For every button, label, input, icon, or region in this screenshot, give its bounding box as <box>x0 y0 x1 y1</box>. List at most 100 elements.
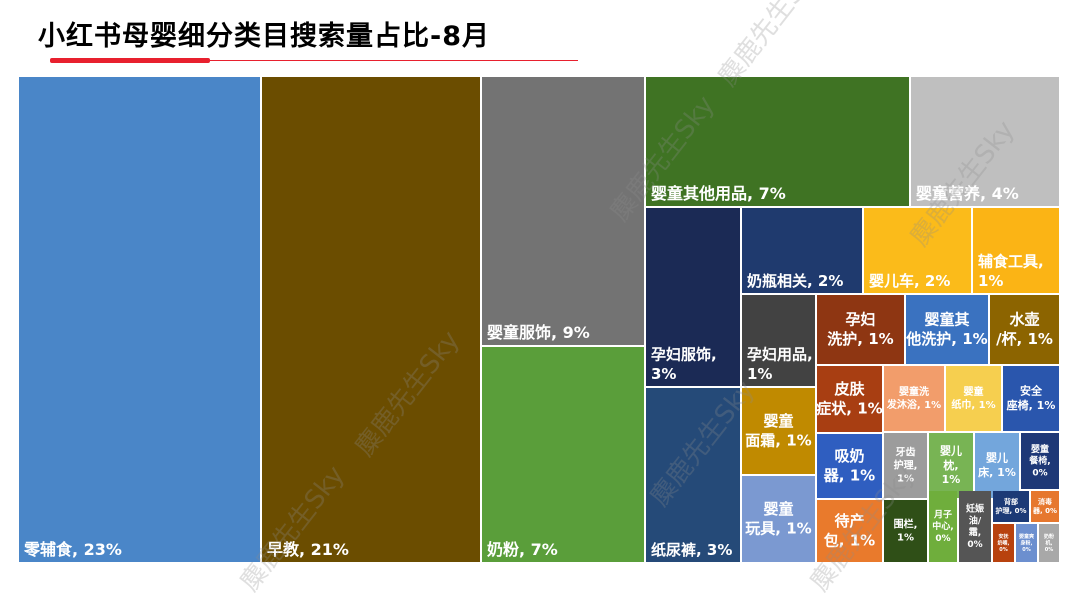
treemap-rect <box>975 433 1019 498</box>
treemap-label: 孕妇服饰, 3% <box>651 346 717 384</box>
treemap-cell-31: 消毒器, 0% <box>1031 491 1059 522</box>
treemap-rect <box>864 208 971 293</box>
treemap-rect <box>946 366 1001 431</box>
treemap-cell-14: 水壶/杯, 1% <box>990 295 1059 364</box>
treemap-rect <box>1039 524 1059 562</box>
treemap-rect <box>1003 366 1059 431</box>
treemap-rect <box>993 491 1029 522</box>
treemap-rect <box>646 208 740 386</box>
treemap-label: 婴童餐椅, 0% <box>1028 443 1050 478</box>
treemap-rect <box>884 500 927 562</box>
treemap-rect <box>1031 491 1059 522</box>
treemap-rect <box>817 500 882 562</box>
treemap-label: 皮肤症状, 1% <box>816 380 882 418</box>
treemap-label: 孕妇用品, 1% <box>747 346 813 384</box>
treemap-cell-28: 月子中心, 0% <box>929 491 957 562</box>
treemap-rect <box>973 208 1059 293</box>
treemap-label: 零辅食, 23% <box>23 540 122 559</box>
treemap-cell-5: 婴童营养, 4% <box>911 77 1059 206</box>
treemap-cell-29: 妊娠油/霜, 0% <box>959 491 991 562</box>
treemap-label: 婴童洗发沐浴, 1% <box>886 385 941 411</box>
treemap-label: 水壶/杯, 1% <box>996 310 1053 348</box>
title-underline <box>210 60 578 61</box>
treemap-label: 奶粉机, 0% <box>1044 533 1055 553</box>
treemap-label: 婴童面霜, 1% <box>745 412 811 450</box>
treemap-label: 待产包, 1% <box>824 512 875 550</box>
treemap-rect <box>1021 433 1059 489</box>
treemap-label: 消毒器, 0% <box>1032 497 1057 515</box>
treemap-cell-23: 牙齿护理, 1% <box>884 433 927 498</box>
treemap-cell-1: 早教, 21% <box>262 77 480 562</box>
treemap-rect <box>884 433 927 498</box>
treemap-label: 婴童纸巾, 1% <box>951 385 995 411</box>
treemap-label: 辅食工具, 1% <box>978 253 1044 291</box>
treemap-rect <box>817 366 882 432</box>
treemap-rect <box>262 77 480 562</box>
treemap-label: 围栏, 1% <box>894 518 918 544</box>
treemap-cell-15: 婴童面霜, 1% <box>742 388 815 474</box>
treemap-rect <box>742 476 815 562</box>
treemap-rect <box>19 77 260 562</box>
treemap-label: 婴童其他用品, 7% <box>651 184 786 203</box>
treemap-cell-34: 奶粉机, 0% <box>1039 524 1059 562</box>
treemap-label: 婴儿枕, 1% <box>940 445 962 487</box>
treemap-label: 孕妇洗护, 1% <box>827 310 893 348</box>
treemap-rect <box>959 491 991 562</box>
treemap-label: 婴儿床, 1% <box>978 452 1016 479</box>
treemap-label: 月子中心, 0% <box>932 510 953 544</box>
treemap-rect <box>993 524 1014 562</box>
treemap-rect <box>929 491 957 562</box>
treemap-rect <box>990 295 1059 364</box>
treemap-label: 安抚奶嘴, 0% <box>998 533 1010 553</box>
treemap-label: 纸尿裤, 3% <box>651 541 732 559</box>
treemap-cell-32: 安抚奶嘴, 0% <box>993 524 1014 562</box>
treemap-label: 奶瓶相关, 2% <box>747 272 843 290</box>
treemap-cell-2: 婴童服饰, 9% <box>482 77 644 345</box>
treemap-cell-24: 婴儿枕, 1% <box>929 433 973 498</box>
treemap-cell-18: 吸奶器, 1% <box>817 434 882 498</box>
treemap-rect <box>482 77 644 345</box>
treemap-rect <box>906 295 988 364</box>
treemap-label: 婴童爽身粉, 0% <box>1019 533 1034 553</box>
treemap-label: 牙齿护理, 1% <box>894 446 918 485</box>
treemap-label: 早教, 21% <box>267 540 349 559</box>
treemap-label: 安全座椅, 1% <box>1006 384 1056 412</box>
treemap-cell-4: 婴童其他用品, 7% <box>646 77 909 206</box>
treemap-cell-33: 婴童爽身粉, 0% <box>1016 524 1037 562</box>
treemap-label: 奶粉, 7% <box>487 540 558 559</box>
treemap-rect <box>929 433 973 498</box>
treemap-rect <box>646 77 909 206</box>
treemap-cell-20: 婴童洗发沐浴, 1% <box>884 366 944 431</box>
treemap-cell-3: 奶粉, 7% <box>482 347 644 562</box>
treemap-label: 吸奶器, 1% <box>823 447 875 485</box>
treemap-chart: 零辅食, 23% 早教, 21% 婴童服饰, 9% 奶粉, 7% 婴童其他用品, 7% 婴… <box>19 77 1059 562</box>
treemap-label: 婴童其他洗护, 1% <box>905 310 987 348</box>
treemap-cell-25: 婴儿床, 1% <box>975 433 1019 498</box>
treemap-cell-6: 孕妇服饰, 3% <box>646 208 740 386</box>
treemap-rect <box>646 388 740 562</box>
treemap-rect <box>817 434 882 498</box>
treemap-cell-13: 婴童其他洗护, 1% <box>905 295 988 364</box>
chart-title: 小红书母婴细分类目搜索量占比-8月 <box>38 21 490 52</box>
treemap-rect <box>742 295 815 386</box>
treemap-label: 婴童服饰, 9% <box>487 323 590 342</box>
treemap-cell-0: 零辅食, 23% <box>19 77 260 562</box>
treemap-label: 婴儿车, 2% <box>869 272 950 290</box>
treemap-cell-12: 孕妇洗护, 1% <box>817 295 904 364</box>
treemap-cell-30: 背部护理, 0% <box>993 491 1029 522</box>
treemap-cell-19: 待产包, 1% <box>817 500 882 562</box>
treemap-cell-22: 安全座椅, 1% <box>1003 366 1059 431</box>
treemap-label: 妊娠油/霜, 0% <box>966 503 985 550</box>
treemap-cell-8: 奶瓶相关, 2% <box>742 208 862 293</box>
title-underline-accent <box>50 58 210 63</box>
treemap-label: 婴童玩具, 1% <box>745 500 811 538</box>
treemap-cell-26: 婴童餐椅, 0% <box>1021 433 1059 489</box>
treemap-rect <box>482 347 644 562</box>
treemap-cell-11: 孕妇用品, 1% <box>742 295 815 386</box>
treemap-cell-17: 皮肤症状, 1% <box>816 366 883 432</box>
treemap-cell-27: 围栏, 1% <box>884 500 927 562</box>
treemap-label: 背部护理, 0% <box>996 497 1027 515</box>
treemap-cell-21: 婴童纸巾, 1% <box>946 366 1001 431</box>
treemap-rect <box>884 366 944 431</box>
treemap-cell-10: 辅食工具, 1% <box>973 208 1059 293</box>
